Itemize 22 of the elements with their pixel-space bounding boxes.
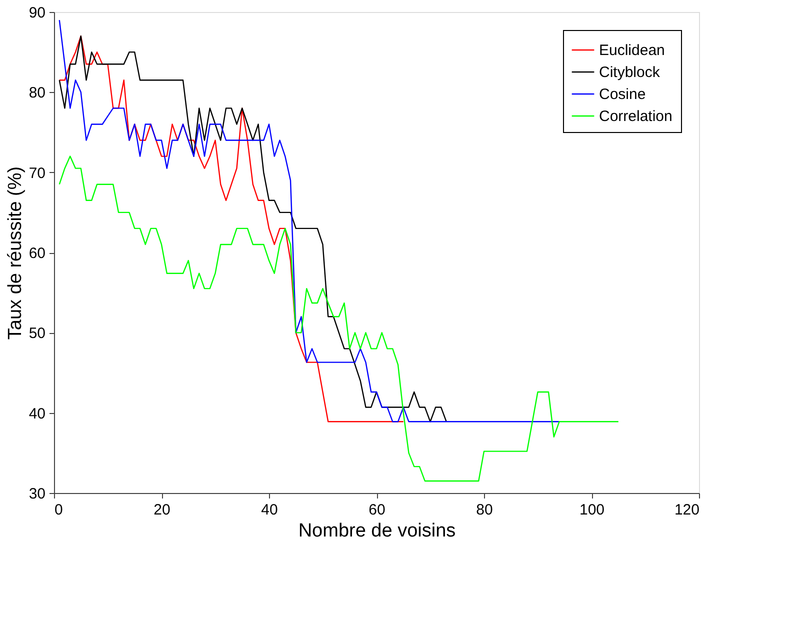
x-tick-label: 80 xyxy=(476,502,493,518)
y-tick-label: 50 xyxy=(28,325,46,342)
line-series xyxy=(58,156,619,482)
line-series xyxy=(58,19,560,422)
y-tick-label: 40 xyxy=(28,405,46,422)
y-tick-label: 30 xyxy=(28,486,46,502)
x-tick-label: 20 xyxy=(154,502,170,518)
legend-label: Cosine xyxy=(599,86,646,103)
legend-label: Correlation xyxy=(599,108,672,125)
x-tick-label: 100 xyxy=(579,502,605,518)
y-axis-title: Taux de réussite (%) xyxy=(4,166,26,340)
legend-label: Euclidean xyxy=(599,42,665,59)
legend-label: Cityblock xyxy=(599,64,660,81)
x-axis-title: Nombre de voisins xyxy=(298,520,456,542)
x-tick-label: 120 xyxy=(674,502,700,518)
y-tick-label: 70 xyxy=(28,164,46,182)
x-tick-label: 40 xyxy=(261,502,278,518)
x-tick-label: 60 xyxy=(368,502,386,518)
y-tick-label: 60 xyxy=(28,245,46,262)
y-tick-label: 80 xyxy=(28,84,46,102)
x-tick-label: 0 xyxy=(54,502,63,518)
y-tick-label: 90 xyxy=(28,4,46,22)
